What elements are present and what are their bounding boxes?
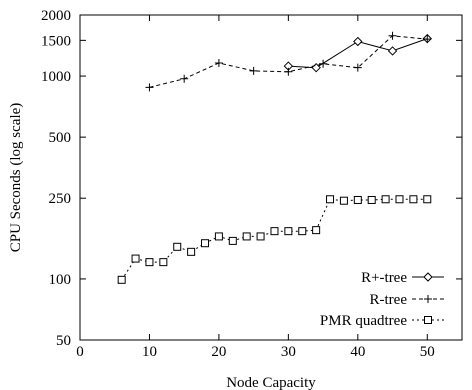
x-tick-label: 10	[142, 344, 157, 360]
data-point	[424, 196, 431, 203]
legend-marker	[424, 295, 432, 303]
y-tick-label: 250	[49, 191, 72, 207]
x-tick-label: 40	[350, 344, 365, 360]
data-point	[319, 60, 327, 68]
data-point	[229, 237, 236, 244]
data-point	[180, 75, 188, 83]
data-point	[271, 228, 278, 235]
legend-marker	[425, 317, 432, 324]
y-tick-label: 2000	[41, 8, 71, 24]
data-point	[389, 47, 397, 55]
x-tick-label: 20	[211, 344, 226, 360]
legend: R+-tree R-tree PMR quadtree	[320, 270, 444, 329]
legend-label: PMR quadtree	[320, 313, 407, 329]
data-point	[313, 227, 320, 234]
data-point	[250, 67, 258, 75]
y-tick-label: 500	[49, 130, 72, 146]
data-point	[160, 259, 167, 266]
legend-item: PMR quadtree	[320, 313, 444, 329]
data-point	[368, 196, 375, 203]
x-tick-label: 0	[76, 344, 84, 360]
y-tick-label: 50	[56, 333, 71, 349]
x-tick-label: 50	[420, 344, 435, 360]
data-point	[145, 83, 153, 91]
data-point	[340, 197, 347, 204]
data-point	[188, 248, 195, 255]
data-point	[389, 32, 397, 40]
data-point	[132, 255, 139, 262]
data-point	[243, 233, 250, 240]
x-axis-title: Node Capacity	[226, 375, 316, 390]
series	[118, 32, 431, 284]
data-point	[202, 240, 209, 247]
data-point	[299, 228, 306, 235]
data-point	[354, 196, 361, 203]
legend-item: R+-tree	[361, 270, 444, 286]
data-point	[118, 276, 125, 283]
y-tick-label: 100	[49, 272, 72, 288]
data-point	[327, 196, 334, 203]
data-point	[423, 35, 431, 43]
y-axis-title: CPU Seconds (log scale)	[8, 103, 24, 253]
series-line	[122, 199, 428, 279]
legend-item: R-tree	[370, 292, 444, 308]
data-point	[396, 196, 403, 203]
x-tick-label: 30	[281, 344, 296, 360]
data-point	[146, 259, 153, 266]
data-point	[174, 243, 181, 250]
legend-marker	[424, 273, 432, 281]
data-point	[410, 196, 417, 203]
data-point	[354, 38, 362, 46]
y-tick-label: 1500	[41, 33, 71, 49]
data-point	[382, 196, 389, 203]
data-point	[284, 68, 292, 76]
legend-label: R+-tree	[361, 270, 407, 286]
data-point	[257, 233, 264, 240]
data-point	[215, 59, 223, 67]
data-point	[285, 228, 292, 235]
y-tick-label: 1000	[41, 69, 71, 85]
data-point	[215, 233, 222, 240]
legend-label: R-tree	[370, 292, 408, 308]
